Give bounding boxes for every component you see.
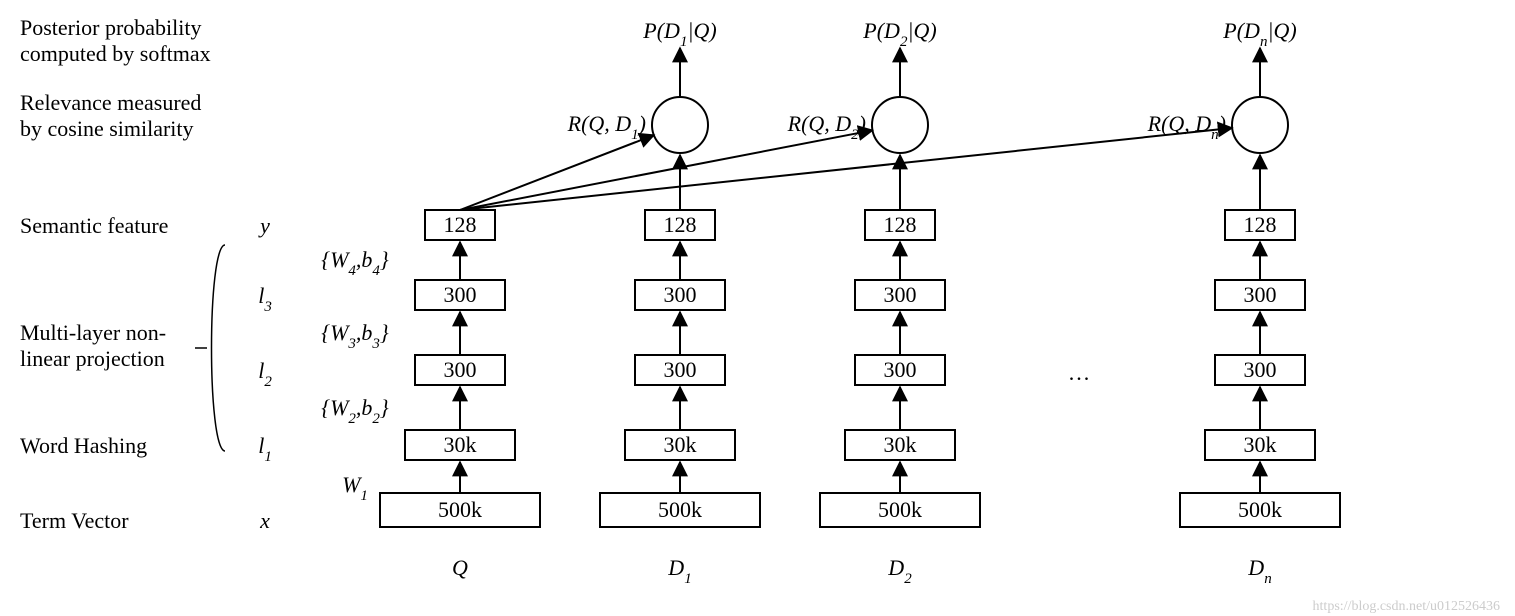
relevance-node-D2	[872, 97, 928, 153]
val-Dn-l3: 300	[1244, 282, 1277, 307]
val-Q-l1: 30k	[444, 432, 477, 457]
val-D2-l2: 300	[884, 357, 917, 382]
val-Dn-l2: 300	[1244, 357, 1277, 382]
val-D2-x: 500k	[878, 497, 922, 522]
weight-w3b3: {W3,b3}	[321, 320, 389, 352]
val-D1-y: 128	[664, 212, 697, 237]
relevance-label-D2: R(Q, D2)	[787, 111, 866, 143]
ellipsis: ...	[1069, 360, 1092, 385]
posterior-label-D2: P(D2|Q)	[862, 18, 936, 50]
weight-w1: W1	[342, 472, 368, 504]
symbol-l2: l2	[258, 358, 272, 390]
relevance-node-D1	[652, 97, 708, 153]
val-Q-l3: 300	[444, 282, 477, 307]
symbol-l1: l1	[258, 433, 272, 465]
val-Dn-x: 500k	[1238, 497, 1282, 522]
val-Q-y: 128	[444, 212, 477, 237]
val-Dn-l1: 30k	[1244, 432, 1277, 457]
label-wordhash: Word Hashing	[20, 433, 147, 458]
svg-text:by cosine similarity: by cosine similarity	[20, 116, 194, 141]
val-Dn-y: 128	[1244, 212, 1277, 237]
val-D2-y: 128	[884, 212, 917, 237]
val-Q-x: 500k	[438, 497, 482, 522]
bracket	[195, 245, 225, 451]
relevance-node-Dn	[1232, 97, 1288, 153]
dssm-diagram: Posterior probabilitycomputed by softmax…	[0, 0, 1515, 616]
label-multilayer: Multi-layer non-	[20, 320, 166, 345]
col-label-Q: Q	[452, 555, 468, 580]
posterior-label-Dn: P(Dn|Q)	[1222, 18, 1296, 50]
arrow-Q-to-Dn	[460, 128, 1232, 210]
col-label-Dn: Dn	[1247, 555, 1271, 587]
val-D1-x: 500k	[658, 497, 702, 522]
col-label-D2: D2	[887, 555, 912, 587]
relevance-label-D1: R(Q, D1)	[567, 111, 646, 143]
val-D1-l2: 300	[664, 357, 697, 382]
label-posterior: Posterior probability	[20, 15, 201, 40]
posterior-label-D1: P(D1|Q)	[642, 18, 716, 50]
symbol-l3: l3	[258, 283, 272, 315]
label-relevance: Relevance measured	[20, 90, 201, 115]
svg-text:computed by softmax: computed by softmax	[20, 41, 211, 66]
val-D2-l3: 300	[884, 282, 917, 307]
watermark: https://blog.csdn.net/u012526436	[1313, 599, 1500, 614]
symbol-x: x	[259, 508, 270, 533]
svg-text:linear projection: linear projection	[20, 346, 165, 371]
label-semantic: Semantic feature	[20, 213, 168, 238]
val-D1-l1: 30k	[664, 432, 697, 457]
weight-w2b2: {W2,b2}	[321, 395, 389, 427]
weight-w4b4: {W4,b4}	[321, 247, 389, 279]
col-label-D1: D1	[667, 555, 691, 587]
symbol-y: y	[258, 213, 270, 238]
relevance-label-Dn: R(Q, Dn)	[1147, 111, 1226, 143]
val-Q-l2: 300	[444, 357, 477, 382]
label-termvec: Term Vector	[20, 508, 129, 533]
val-D2-l1: 30k	[884, 432, 917, 457]
val-D1-l3: 300	[664, 282, 697, 307]
